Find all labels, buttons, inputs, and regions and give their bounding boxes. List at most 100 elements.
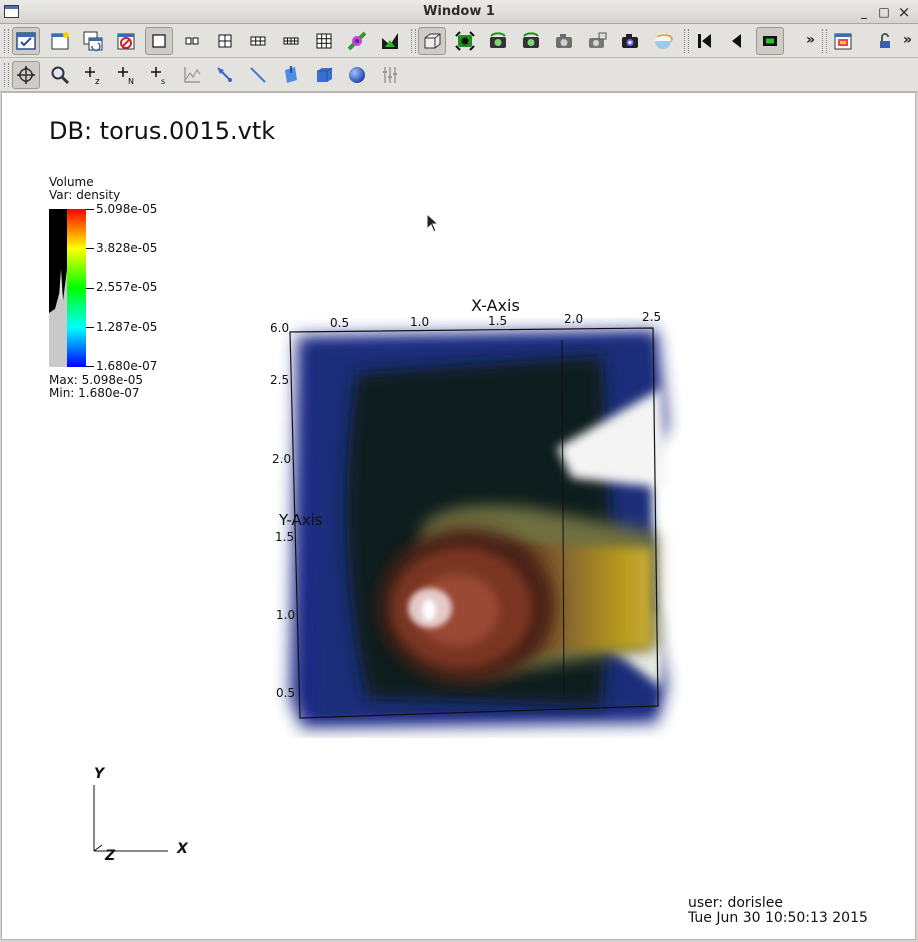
svg-text:z: z [95,77,100,86]
toolbar-overflow-button[interactable]: » [806,32,816,48]
point-tool-button[interactable] [211,61,239,89]
lock-time-icon [382,33,398,49]
triad-y-label: Y [94,766,105,782]
x-tick-label: 2.5 [642,310,662,324]
plane-tool-icon [285,66,297,83]
plane-tool-button[interactable] [277,61,305,89]
user-info: user: dorislee [688,895,783,911]
y-tick-label: 2.0 [272,452,292,466]
legend-tick [86,248,94,249]
clone-window-button[interactable] [79,27,107,55]
point-tool-icon [217,67,232,82]
zoom-mode-button[interactable] [46,61,74,89]
save-view-button[interactable] [550,27,578,55]
legend-min: Min: 1.680e-07 [49,386,140,400]
x-axis-title: X-Axis [471,296,520,315]
lineout-button[interactable] [178,61,206,89]
legend-variable: Var: density [49,188,121,202]
volume-rendering[interactable] [272,318,682,738]
legend-tick [86,288,94,289]
close-button[interactable]: × [897,3,911,21]
layout-2x2-button[interactable] [211,27,239,55]
layout-2x3-icon [250,36,266,46]
triad-z-label: Z [105,848,116,864]
timestamp: Tue Jun 30 10:50:13 2015 [688,910,868,926]
lock-tools-button[interactable] [871,27,899,55]
legend-tick-label: 2.557e-05 [96,280,158,294]
legend-max: Max: 5.098e-05 [49,373,144,387]
toolbar-grip[interactable] [4,63,9,87]
undo-view-button[interactable] [484,27,512,55]
line-tool-icon [250,67,266,83]
y-tick-label: 2.5 [270,373,290,387]
mouse-cursor-icon [426,213,440,233]
window-title: Window 1 [423,4,495,19]
toolbar-grip[interactable] [411,29,416,53]
axis-restrict-icon [383,67,397,83]
redo-view-button[interactable] [517,27,545,55]
stop-button[interactable] [756,27,784,55]
layout-1x2-button[interactable] [178,27,206,55]
zone-pick-button[interactable]: z [79,61,107,89]
undo-view-icon [490,32,506,48]
axis-restrict-button[interactable] [376,61,404,89]
svg-text:N: N [128,77,134,86]
delete-window-button[interactable] [112,27,140,55]
legend-tick [86,327,94,328]
toolbar-row-2: z N s [0,58,918,92]
legend-tick-label: 3.828e-05 [96,241,158,255]
toolbar-overflow-button-2[interactable]: » [903,32,913,48]
layout-2x4-icon [283,37,299,45]
active-window-button[interactable] [12,27,40,55]
reverse-step-button[interactable] [690,27,718,55]
camera-button[interactable] [616,27,644,55]
navigate-mode-button[interactable] [12,61,40,89]
new-window-button[interactable] [46,27,74,55]
copy-view-button[interactable] [829,27,857,55]
y-tick-label: 1.0 [276,608,296,622]
new-window-icon [51,32,69,50]
choose-view-icon [589,32,607,48]
window-menu-icon[interactable] [4,5,19,18]
choose-view-button[interactable] [583,27,611,55]
toolbar-grip[interactable] [822,29,827,53]
maximize-button[interactable]: □ [878,5,890,19]
lock-view-button[interactable] [343,27,371,55]
layout-2x3-button[interactable] [244,27,272,55]
x-tick-label: 1.5 [488,314,508,328]
sphere-tool-button[interactable] [343,61,371,89]
save-view-icon [556,34,572,48]
toolbar-grip[interactable] [684,29,689,53]
legend-tick-label: 1.287e-05 [96,320,158,334]
legend-tick-label: 1.680e-07 [96,359,158,373]
redo-view-icon [523,32,539,48]
spreadsheet-pick-button[interactable]: s [145,61,173,89]
spreadsheet-pick-icon: s [151,67,165,86]
lock-time-button[interactable] [376,27,404,55]
window-titlebar[interactable]: Window 1 _ □ × [0,0,918,24]
layout-3x3-button[interactable] [310,27,338,55]
node-pick-button[interactable]: N [112,61,140,89]
reverse-play-button[interactable] [723,27,751,55]
layout-2x4-button[interactable] [277,27,305,55]
y-tick-label: 6.0 [270,321,290,335]
copy-view-icon [834,33,852,50]
line-tool-button[interactable] [244,61,272,89]
recenter-view-button[interactable] [451,27,479,55]
lineout-icon [184,67,201,83]
minimize-button[interactable]: _ [861,5,867,19]
recenter-view-icon [455,31,475,51]
legend-plot-type: Volume [49,175,94,189]
spin-button[interactable] [649,27,677,55]
layout-1x1-button[interactable] [145,27,173,55]
toolbar-grip[interactable] [4,29,9,53]
visualization-window[interactable]: DB: torus.0015.vtk Volume Var: density 5… [1,92,916,940]
layout-3x3-icon [316,33,332,49]
clone-window-icon [83,31,103,52]
database-label: DB: torus.0015.vtk [49,117,276,145]
stop-icon [763,36,777,46]
box-tool-button[interactable] [310,61,338,89]
spin-icon [655,33,673,49]
legend-tick [86,209,94,210]
perspective-view-button[interactable] [418,27,446,55]
